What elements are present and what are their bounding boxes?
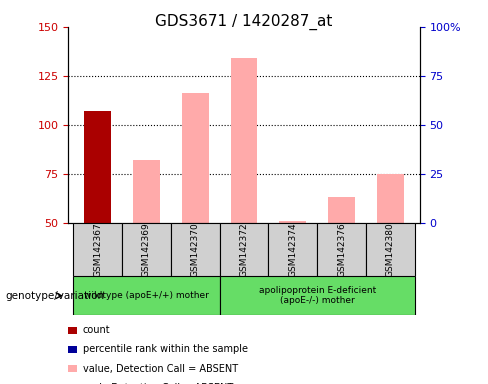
Bar [280, 221, 306, 223]
Bar [366, 223, 415, 276]
Text: wildtype (apoE+/+) mother: wildtype (apoE+/+) mother [84, 291, 209, 300]
Bar [377, 174, 404, 223]
Bar [268, 223, 317, 276]
Bar [84, 111, 111, 223]
Bar [182, 93, 209, 223]
Bar [171, 223, 220, 276]
Text: GSM142367: GSM142367 [93, 222, 102, 277]
Text: count: count [83, 325, 111, 335]
Bar [122, 223, 171, 276]
Text: apolipoprotein E-deficient
(apoE-/-) mother: apolipoprotein E-deficient (apoE-/-) mot… [259, 286, 376, 305]
Text: GSM142369: GSM142369 [142, 222, 151, 277]
Bar [220, 276, 415, 315]
Text: rank, Detection Call = ABSENT: rank, Detection Call = ABSENT [83, 383, 233, 384]
Text: GSM142370: GSM142370 [191, 222, 200, 277]
Text: percentile rank within the sample: percentile rank within the sample [83, 344, 248, 354]
Text: GSM142374: GSM142374 [288, 222, 297, 277]
Bar [220, 223, 268, 276]
Text: GDS3671 / 1420287_at: GDS3671 / 1420287_at [155, 13, 333, 30]
Text: GSM142380: GSM142380 [386, 222, 395, 277]
Bar [133, 160, 160, 223]
Bar [317, 223, 366, 276]
Bar [328, 197, 355, 223]
Bar [73, 276, 220, 315]
Text: GSM142376: GSM142376 [337, 222, 346, 277]
Text: GSM142372: GSM142372 [240, 222, 248, 277]
Text: value, Detection Call = ABSENT: value, Detection Call = ABSENT [83, 364, 238, 374]
Bar [231, 58, 258, 223]
Text: genotype/variation: genotype/variation [5, 291, 104, 301]
Bar [73, 223, 122, 276]
